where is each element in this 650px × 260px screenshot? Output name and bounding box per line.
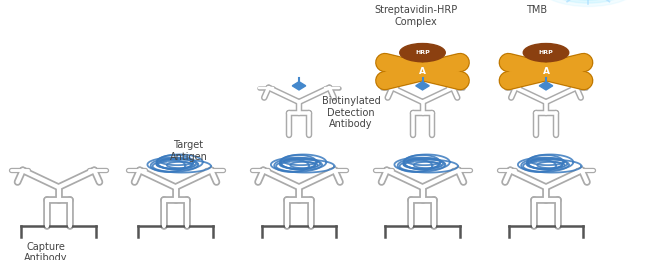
Circle shape [540, 0, 637, 6]
Text: Biotinylated
Detection
Antibody: Biotinylated Detection Antibody [322, 96, 380, 129]
Polygon shape [416, 82, 429, 90]
Text: A: A [543, 67, 549, 76]
Circle shape [548, 0, 629, 3]
Circle shape [523, 43, 569, 62]
Text: Target
Antigen: Target Antigen [170, 140, 207, 162]
Text: Streptavidin-HRP
Complex: Streptavidin-HRP Complex [374, 5, 458, 27]
Text: HRP: HRP [415, 50, 430, 55]
Text: TMB: TMB [526, 5, 547, 15]
Text: Capture
Antibody: Capture Antibody [24, 242, 67, 260]
Polygon shape [292, 82, 306, 90]
Polygon shape [540, 82, 552, 90]
Text: A: A [419, 67, 426, 76]
Circle shape [400, 43, 445, 62]
Text: HRP: HRP [539, 50, 553, 55]
